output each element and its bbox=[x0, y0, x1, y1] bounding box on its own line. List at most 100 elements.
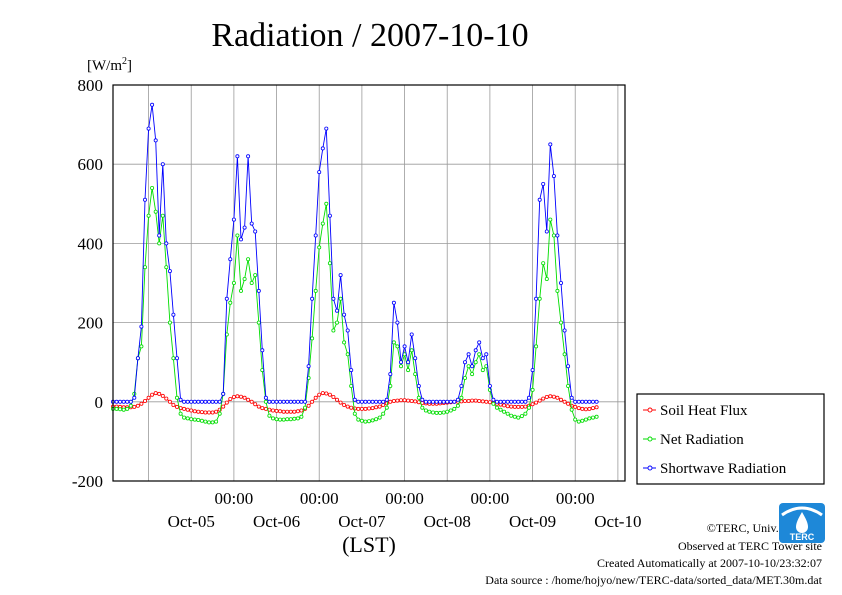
data-point bbox=[559, 320, 564, 325]
data-point bbox=[583, 399, 588, 404]
data-point bbox=[185, 399, 190, 404]
data-point bbox=[224, 400, 229, 405]
data-point bbox=[398, 364, 403, 369]
data-point bbox=[349, 368, 354, 373]
data-point bbox=[559, 280, 564, 285]
data-point bbox=[288, 409, 293, 414]
data-point bbox=[445, 399, 450, 404]
series-line bbox=[113, 104, 597, 403]
data-point bbox=[406, 360, 411, 365]
data-point bbox=[164, 241, 169, 246]
data-point bbox=[566, 364, 571, 369]
data-point bbox=[253, 273, 258, 278]
data-point bbox=[544, 229, 549, 234]
data-point bbox=[406, 398, 411, 403]
data-point bbox=[523, 411, 528, 416]
data-point bbox=[423, 399, 428, 404]
y-tick-label: -200 bbox=[72, 472, 103, 491]
data-point bbox=[114, 406, 119, 411]
x-tick-label-date: Oct-08 bbox=[424, 512, 471, 531]
data-point bbox=[281, 409, 286, 414]
data-point bbox=[566, 383, 571, 388]
data-point bbox=[544, 276, 549, 281]
data-point bbox=[228, 257, 233, 262]
data-point bbox=[310, 296, 315, 301]
data-point bbox=[174, 356, 179, 361]
data-point bbox=[356, 406, 361, 411]
data-point bbox=[349, 383, 354, 388]
data-point bbox=[591, 415, 596, 420]
data-point bbox=[466, 364, 471, 369]
data-point bbox=[146, 395, 151, 400]
data-point bbox=[171, 402, 176, 407]
data-point bbox=[192, 399, 197, 404]
data-point bbox=[374, 399, 379, 404]
data-point bbox=[502, 403, 507, 408]
data-point bbox=[285, 417, 290, 422]
data-point bbox=[249, 280, 254, 285]
data-point bbox=[292, 416, 297, 421]
data-point bbox=[473, 398, 478, 403]
data-point bbox=[566, 401, 571, 406]
data-point bbox=[537, 398, 542, 403]
data-point bbox=[270, 408, 275, 413]
data-point bbox=[381, 402, 386, 407]
data-point bbox=[146, 213, 151, 218]
data-point bbox=[391, 340, 396, 345]
plot-frame bbox=[112, 84, 626, 482]
data-point bbox=[587, 416, 592, 421]
data-point bbox=[160, 393, 165, 398]
data-point bbox=[502, 399, 507, 404]
data-point bbox=[135, 356, 140, 361]
series-line bbox=[113, 187, 597, 423]
data-point bbox=[142, 197, 147, 202]
data-point bbox=[167, 399, 172, 404]
data-point bbox=[214, 409, 219, 414]
data-point bbox=[494, 399, 499, 404]
data-point bbox=[470, 372, 475, 377]
legend-label: Soil Heat Flux bbox=[660, 403, 748, 419]
data-point bbox=[413, 399, 418, 404]
data-point bbox=[555, 395, 560, 400]
data-point bbox=[594, 399, 599, 404]
data-point bbox=[505, 411, 510, 416]
data-point bbox=[384, 397, 389, 402]
data-point bbox=[516, 404, 521, 409]
data-point bbox=[192, 409, 197, 414]
data-point bbox=[299, 399, 304, 404]
data-point bbox=[359, 418, 364, 423]
data-point bbox=[366, 399, 371, 404]
data-point bbox=[381, 399, 386, 404]
data-point bbox=[256, 288, 261, 293]
data-point bbox=[591, 399, 596, 404]
data-point bbox=[150, 392, 155, 397]
data-point bbox=[256, 404, 261, 409]
data-point bbox=[409, 348, 414, 353]
data-point bbox=[420, 405, 425, 410]
data-point bbox=[164, 265, 169, 270]
data-point bbox=[527, 405, 532, 410]
data-point bbox=[263, 395, 268, 400]
data-point bbox=[306, 364, 311, 369]
x-tick-label-date: Oct-05 bbox=[168, 512, 215, 531]
data-point bbox=[210, 420, 215, 425]
data-point bbox=[534, 296, 539, 301]
data-point bbox=[121, 407, 126, 412]
data-point bbox=[288, 417, 293, 422]
data-point bbox=[406, 368, 411, 373]
x-tick-label-date: Oct-06 bbox=[253, 512, 300, 531]
data-point bbox=[366, 406, 371, 411]
data-point bbox=[246, 397, 251, 402]
data-point bbox=[253, 229, 258, 234]
y-tick-labels: 800 600 400 200 0 -200 bbox=[72, 76, 103, 491]
data-point bbox=[541, 181, 546, 186]
data-point bbox=[459, 395, 464, 400]
data-point bbox=[377, 404, 382, 409]
legend-entry: Soil Heat Flux bbox=[643, 403, 748, 419]
data-point bbox=[402, 344, 407, 349]
data-point bbox=[462, 375, 467, 380]
data-point bbox=[544, 394, 549, 399]
data-point bbox=[555, 233, 560, 238]
data-point bbox=[576, 419, 581, 424]
data-point bbox=[416, 395, 421, 400]
